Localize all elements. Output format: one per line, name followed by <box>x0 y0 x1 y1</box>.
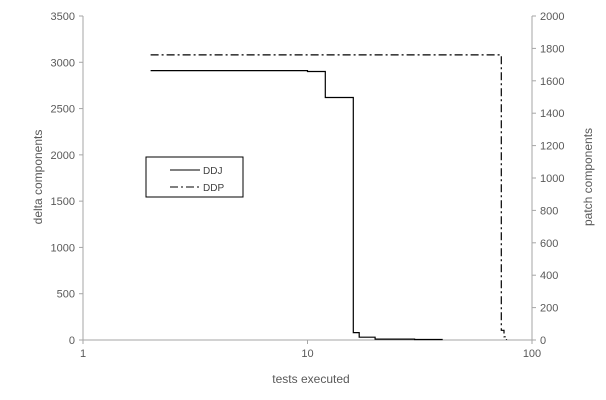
y-tick-label: 1500 <box>51 196 75 208</box>
legend: DDJ DDP <box>145 156 244 198</box>
y2-tick-label: 1600 <box>540 76 564 88</box>
legend-box <box>145 156 244 198</box>
y2-tick-label: 200 <box>540 303 558 315</box>
legend-label-ddp: DDP <box>203 183 224 194</box>
series-layer <box>150 54 508 341</box>
x-axis-title: tests executed <box>272 372 349 386</box>
series-line-ddp <box>150 54 508 340</box>
y2-tick-label: 800 <box>540 205 558 217</box>
x-tick-label: 1 <box>80 348 86 360</box>
y-tick-label: 2000 <box>51 150 75 162</box>
y-axis-ticks: 0 500 1000 1500 2000 2500 3000 3500 <box>51 11 83 347</box>
y2-axis-title: patch components <box>581 128 595 226</box>
y2-tick-label: 1400 <box>540 108 564 120</box>
series-line-ddj <box>150 69 443 341</box>
y2-tick-label: 1200 <box>540 141 564 153</box>
legend-label-ddj: DDJ <box>203 166 222 177</box>
y2-tick-label: 1000 <box>540 173 564 185</box>
x-tick-label: 100 <box>523 348 541 360</box>
y2-tick-label: 400 <box>540 270 558 282</box>
y-tick-label: 0 <box>69 335 75 347</box>
y-tick-label: 2500 <box>51 104 75 116</box>
y2-tick-label: 0 <box>540 335 546 347</box>
y2-tick-label: 2000 <box>540 11 564 23</box>
y-tick-label: 3000 <box>51 57 75 69</box>
y-axis-title: delta components <box>31 130 45 225</box>
y-tick-label: 1000 <box>51 242 75 254</box>
y2-tick-label: 600 <box>540 238 558 250</box>
y-tick-label: 500 <box>57 289 75 301</box>
x-axis-ticks: 1 10 100 <box>80 340 541 360</box>
x-tick-label: 10 <box>301 348 313 360</box>
y2-axis-ticks: 0 200 400 600 800 1000 1200 1400 1600 1800 2000 <box>532 11 564 347</box>
y2-tick-label: 1800 <box>540 43 564 55</box>
y-tick-label: 3500 <box>51 11 75 23</box>
